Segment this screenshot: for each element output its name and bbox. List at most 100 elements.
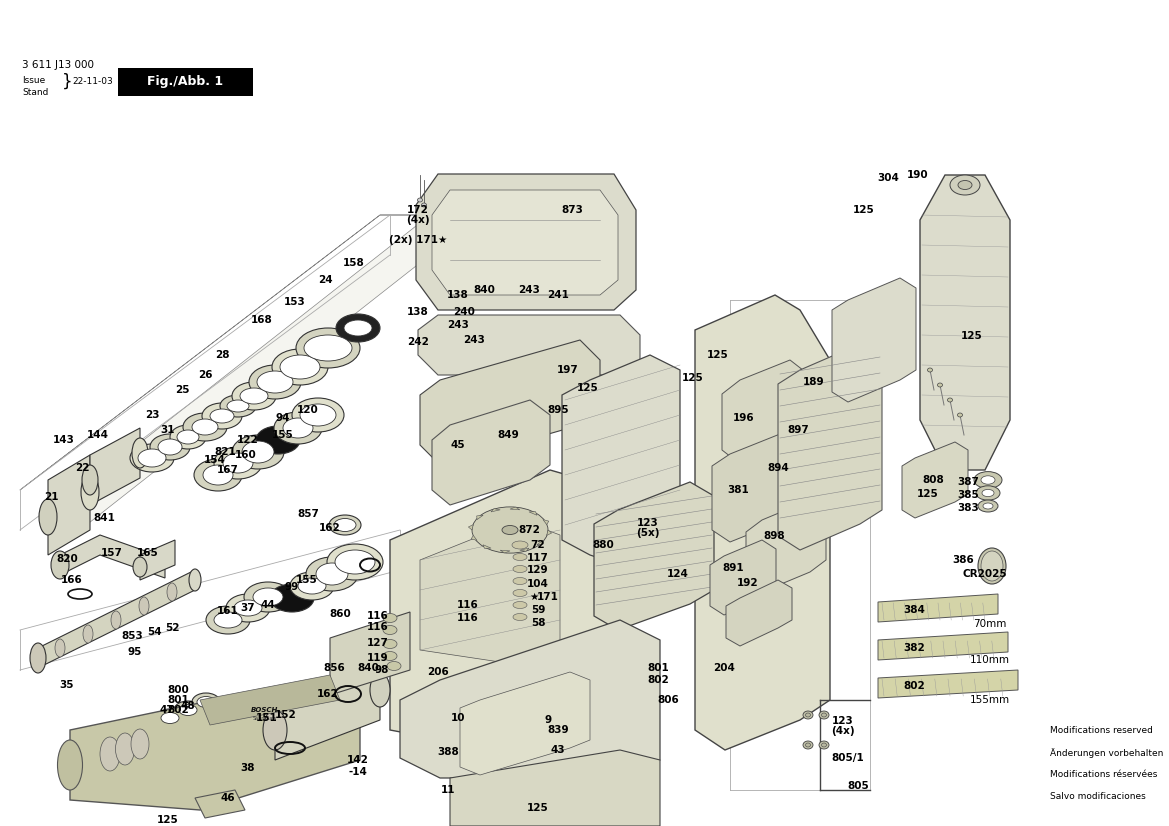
Text: 116: 116: [367, 622, 389, 632]
Text: 31: 31: [161, 425, 175, 435]
Polygon shape: [416, 174, 636, 310]
Ellipse shape: [82, 465, 98, 495]
Text: 142: 142: [347, 755, 369, 765]
Text: ★: ★: [530, 592, 539, 602]
Text: 157: 157: [101, 548, 123, 558]
Text: 99: 99: [285, 582, 299, 592]
Ellipse shape: [214, 447, 262, 479]
Text: 110mm: 110mm: [970, 655, 1010, 665]
Ellipse shape: [982, 489, 994, 496]
Text: 125: 125: [683, 373, 704, 383]
Polygon shape: [594, 482, 714, 630]
Polygon shape: [70, 680, 360, 810]
Text: Fig./Abb. 1: Fig./Abb. 1: [147, 75, 223, 88]
Polygon shape: [420, 340, 600, 465]
Polygon shape: [878, 670, 1018, 698]
Text: 72: 72: [531, 540, 545, 550]
Text: 70mm: 70mm: [974, 619, 1007, 629]
Ellipse shape: [206, 606, 250, 634]
Text: 162: 162: [319, 523, 341, 533]
Polygon shape: [520, 548, 530, 551]
Text: 98: 98: [375, 665, 389, 675]
Ellipse shape: [513, 601, 527, 609]
Text: 124: 124: [667, 569, 689, 579]
Text: 155: 155: [272, 430, 293, 440]
Text: 388: 388: [437, 747, 459, 757]
Text: 10: 10: [451, 713, 465, 723]
Ellipse shape: [978, 500, 998, 512]
Ellipse shape: [170, 425, 206, 449]
Text: 48: 48: [181, 701, 195, 711]
Text: SabreSaw: SabreSaw: [253, 715, 277, 720]
Ellipse shape: [133, 557, 147, 577]
Text: 242: 242: [407, 337, 429, 347]
Ellipse shape: [513, 590, 527, 596]
Text: 38: 38: [241, 763, 255, 773]
Polygon shape: [471, 535, 477, 540]
Polygon shape: [330, 612, 410, 695]
Ellipse shape: [174, 701, 202, 719]
Text: 153: 153: [284, 297, 306, 307]
Ellipse shape: [383, 625, 397, 634]
Polygon shape: [48, 455, 90, 555]
Ellipse shape: [194, 459, 242, 491]
Polygon shape: [420, 520, 560, 665]
Text: 22: 22: [75, 463, 89, 473]
Text: 161: 161: [217, 606, 238, 616]
Ellipse shape: [184, 413, 227, 441]
Ellipse shape: [513, 577, 527, 585]
Polygon shape: [419, 315, 639, 375]
Text: 304: 304: [877, 173, 899, 183]
Text: 802: 802: [904, 681, 925, 691]
Text: 123
(4x): 123 (4x): [831, 715, 855, 737]
Ellipse shape: [83, 625, 94, 643]
Text: 387: 387: [957, 477, 978, 487]
Text: 25: 25: [174, 385, 189, 395]
Ellipse shape: [822, 743, 826, 747]
Text: Modifications réservées: Modifications réservées: [1050, 770, 1157, 779]
Ellipse shape: [983, 503, 992, 509]
Polygon shape: [450, 750, 660, 826]
Ellipse shape: [383, 652, 397, 661]
Text: 22-11-03: 22-11-03: [72, 78, 112, 87]
Text: 117: 117: [527, 553, 549, 563]
Text: 21: 21: [43, 492, 58, 502]
Text: 206: 206: [427, 667, 449, 677]
Ellipse shape: [296, 328, 360, 368]
Polygon shape: [469, 525, 473, 530]
Polygon shape: [90, 428, 140, 505]
Text: 123
(5x): 123 (5x): [636, 518, 659, 539]
Text: 144: 144: [87, 430, 109, 440]
Ellipse shape: [249, 365, 300, 399]
Text: 821: 821: [214, 447, 236, 457]
Polygon shape: [878, 632, 1008, 660]
Text: 860: 860: [330, 609, 351, 619]
Text: 162: 162: [317, 689, 339, 699]
Ellipse shape: [189, 569, 201, 591]
Text: 125: 125: [918, 489, 939, 499]
Ellipse shape: [227, 400, 249, 412]
Ellipse shape: [111, 611, 122, 629]
Text: 802: 802: [648, 675, 669, 685]
Text: 243: 243: [447, 320, 469, 330]
Ellipse shape: [383, 614, 397, 623]
Text: 801: 801: [167, 695, 189, 705]
Text: 155: 155: [296, 575, 318, 585]
Ellipse shape: [981, 476, 995, 484]
Text: }: }: [62, 73, 72, 91]
Text: Stand: Stand: [22, 88, 48, 97]
Text: 800: 800: [167, 685, 189, 695]
Ellipse shape: [819, 711, 829, 719]
Ellipse shape: [234, 600, 262, 616]
Text: 192: 192: [738, 578, 759, 588]
Polygon shape: [537, 540, 544, 545]
Text: (2x) 171★: (2x) 171★: [389, 235, 447, 245]
Ellipse shape: [805, 713, 810, 717]
Polygon shape: [459, 672, 590, 775]
Text: 853: 853: [122, 631, 143, 641]
Text: 45: 45: [451, 440, 465, 450]
Text: 204: 204: [713, 663, 735, 673]
Text: 54: 54: [146, 627, 161, 637]
Text: 158: 158: [344, 258, 365, 268]
Text: 125: 125: [577, 383, 599, 393]
